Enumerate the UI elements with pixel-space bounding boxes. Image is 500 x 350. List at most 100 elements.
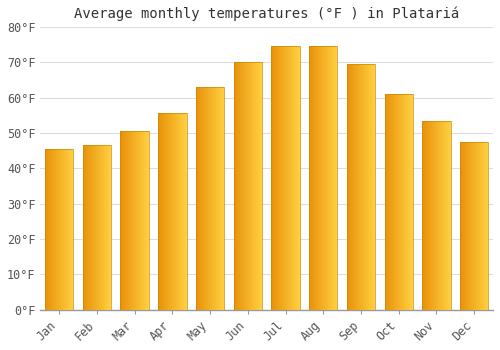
Bar [159, 113, 160, 310]
Bar [124, 131, 125, 310]
Bar [473, 142, 474, 310]
Bar [255, 62, 256, 310]
Bar [57, 149, 58, 310]
Bar [45, 149, 46, 310]
Bar [234, 62, 235, 310]
Bar [252, 62, 253, 310]
Bar [322, 46, 324, 310]
Bar [160, 113, 161, 310]
Bar [406, 94, 407, 310]
Bar [402, 94, 404, 310]
Bar [93, 145, 94, 310]
Bar [395, 94, 396, 310]
Bar [295, 46, 296, 310]
Bar [330, 46, 331, 310]
Bar [321, 46, 322, 310]
Bar [172, 113, 173, 310]
Bar [105, 145, 106, 310]
Bar [289, 46, 290, 310]
Bar [97, 145, 98, 310]
Bar [347, 64, 348, 310]
Bar [181, 113, 182, 310]
Bar [54, 149, 55, 310]
Bar [436, 120, 437, 310]
Bar [290, 46, 291, 310]
Bar [98, 145, 99, 310]
Bar [60, 149, 61, 310]
Bar [394, 94, 395, 310]
Bar [372, 64, 373, 310]
Bar [465, 142, 466, 310]
Bar [274, 46, 275, 310]
Bar [110, 145, 111, 310]
Bar [483, 142, 484, 310]
Bar [336, 46, 337, 310]
Bar [401, 94, 402, 310]
Bar [435, 120, 436, 310]
Bar [478, 142, 480, 310]
Bar [168, 113, 169, 310]
Bar [61, 149, 62, 310]
Bar [120, 131, 149, 310]
Bar [85, 145, 86, 310]
Bar [446, 120, 447, 310]
Bar [64, 149, 65, 310]
Bar [171, 113, 172, 310]
Bar [86, 145, 88, 310]
Bar [356, 64, 357, 310]
Bar [279, 46, 280, 310]
Bar [463, 142, 464, 310]
Bar [384, 94, 385, 310]
Bar [318, 46, 320, 310]
Bar [238, 62, 239, 310]
Bar [284, 46, 285, 310]
Bar [198, 87, 199, 310]
Bar [277, 46, 278, 310]
Bar [246, 62, 248, 310]
Bar [282, 46, 284, 310]
Bar [101, 145, 102, 310]
Bar [475, 142, 476, 310]
Bar [445, 120, 446, 310]
Bar [422, 120, 423, 310]
Bar [50, 149, 51, 310]
Bar [428, 120, 429, 310]
Bar [144, 131, 145, 310]
Bar [404, 94, 405, 310]
Bar [423, 120, 424, 310]
Bar [468, 142, 469, 310]
Bar [184, 113, 185, 310]
Bar [298, 46, 299, 310]
Bar [56, 149, 57, 310]
Bar [464, 142, 465, 310]
Bar [466, 142, 467, 310]
Bar [201, 87, 202, 310]
Bar [291, 46, 292, 310]
Bar [55, 149, 56, 310]
Bar [173, 113, 174, 310]
Bar [292, 46, 293, 310]
Bar [351, 64, 352, 310]
Bar [185, 113, 186, 310]
Bar [317, 46, 318, 310]
Bar [216, 87, 217, 310]
Bar [373, 64, 374, 310]
Bar [49, 149, 50, 310]
Bar [69, 149, 70, 310]
Bar [250, 62, 251, 310]
Bar [474, 142, 475, 310]
Bar [470, 142, 471, 310]
Bar [245, 62, 246, 310]
Bar [486, 142, 487, 310]
Bar [462, 142, 463, 310]
Bar [196, 87, 224, 310]
Bar [280, 46, 281, 310]
Bar [212, 87, 213, 310]
Bar [137, 131, 138, 310]
Bar [211, 87, 212, 310]
Bar [387, 94, 388, 310]
Bar [51, 149, 52, 310]
Bar [88, 145, 89, 310]
Bar [361, 64, 362, 310]
Bar [314, 46, 315, 310]
